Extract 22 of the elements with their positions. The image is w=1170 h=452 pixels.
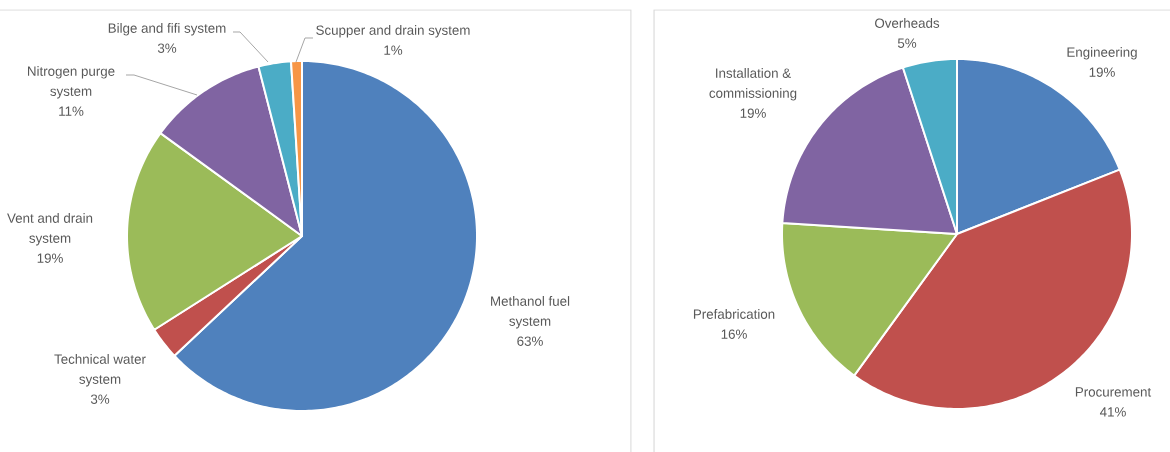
slice-label: Engineering xyxy=(1067,47,1137,60)
data-label: 1% xyxy=(384,45,403,55)
slice-label: Scupper and drain system xyxy=(316,25,470,38)
data-label: 19% xyxy=(37,253,63,263)
data-label: 3% xyxy=(157,43,177,53)
slice-label: Nitrogen purge system xyxy=(28,66,115,99)
data-label: 3% xyxy=(90,394,110,404)
slice-label: Installation & commissioning xyxy=(709,68,797,101)
slice-label: Overheads xyxy=(875,18,940,28)
slice-label: Procurement xyxy=(1075,387,1152,397)
data-label: 19% xyxy=(740,108,766,118)
data-label: 63% xyxy=(517,336,543,346)
slice-label: Prefabrication xyxy=(693,309,775,319)
slice-label: Vent and drain system xyxy=(7,213,93,246)
slice-label: Methanol fuel system xyxy=(491,296,570,329)
data-label: 19% xyxy=(1089,67,1115,77)
data-label: 16% xyxy=(721,329,747,339)
data-label: 11% xyxy=(59,106,84,116)
data-label: 41% xyxy=(1099,407,1126,417)
slice-label: Technical water system xyxy=(54,354,146,387)
data-label: 5% xyxy=(897,38,917,48)
slice-label: Bilge and fifi system xyxy=(108,23,226,36)
